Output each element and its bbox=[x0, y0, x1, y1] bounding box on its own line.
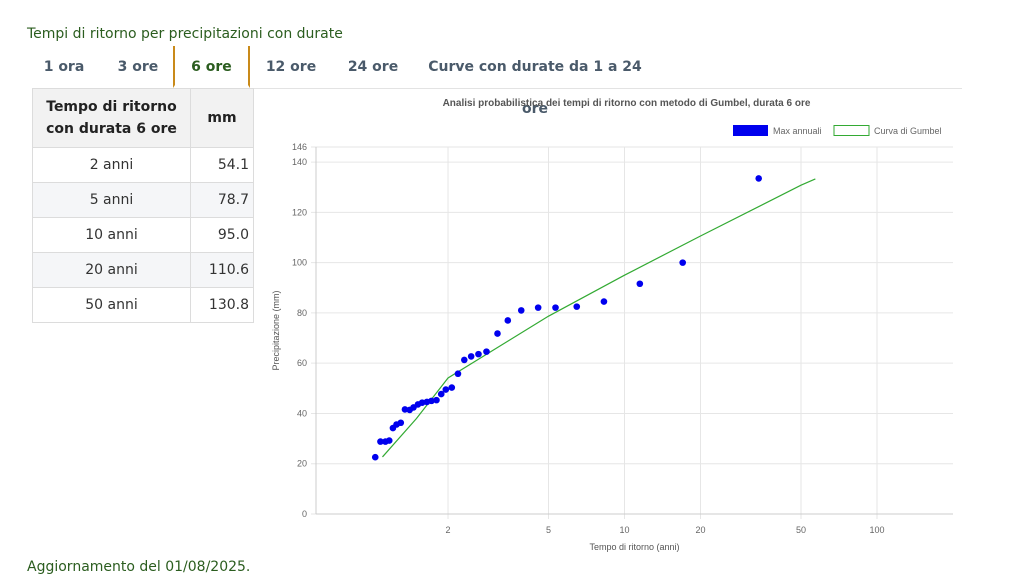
tab-curve-1-24-ore[interactable]: Curve con durate da 1 a 24 ore bbox=[428, 59, 642, 117]
legend-label-gumbel: Curva di Gumbel bbox=[874, 126, 942, 136]
max-annual-point bbox=[679, 259, 686, 266]
max-annual-point bbox=[475, 350, 482, 358]
tab-6-ore[interactable]: 6 ore bbox=[173, 46, 250, 88]
table-row: 10 anni 95.0 bbox=[32, 217, 254, 253]
x-tick-label: 100 bbox=[869, 525, 884, 535]
max-annual-point bbox=[467, 353, 475, 360]
row-value: 78.7 bbox=[190, 182, 254, 218]
table-header-mm: mm bbox=[190, 88, 254, 148]
section-title: Tempi di ritorno per precipitazioni con … bbox=[27, 26, 343, 42]
max-annual-point bbox=[600, 298, 608, 305]
max-annual-point bbox=[448, 384, 456, 391]
legend-swatch-gumbel bbox=[833, 125, 870, 136]
y-tick-label: 0 bbox=[302, 509, 307, 519]
x-tick-label: 5 bbox=[546, 525, 551, 535]
y-tick-label: 140 bbox=[292, 157, 307, 167]
max-annual-point bbox=[573, 303, 581, 310]
max-annual-point bbox=[385, 437, 393, 444]
y-tick-label: 60 bbox=[297, 358, 307, 368]
y-tick-label: 80 bbox=[297, 308, 307, 318]
row-label: 10 anni bbox=[32, 217, 191, 253]
table-row: 20 anni 110.6 bbox=[32, 252, 254, 288]
row-label: 2 anni bbox=[32, 147, 191, 183]
x-tick-label: 2 bbox=[446, 525, 451, 535]
tab-24-ore[interactable]: 24 ore bbox=[347, 59, 399, 75]
table-row: 50 anni 130.8 bbox=[32, 287, 254, 323]
tab-3-ore[interactable]: 3 ore bbox=[117, 59, 159, 75]
x-axis-label: Tempo di ritorno (anni) bbox=[589, 542, 679, 552]
x-tick-label: 10 bbox=[619, 525, 629, 535]
y-tick-label: 20 bbox=[297, 459, 307, 469]
max-annual-point bbox=[442, 386, 450, 393]
tab-12-ore[interactable]: 12 ore bbox=[265, 59, 317, 75]
row-label: 50 anni bbox=[32, 287, 191, 323]
y-tick-label: 40 bbox=[297, 408, 307, 418]
row-label: 20 anni bbox=[32, 252, 191, 288]
y-axis-label: Precipitazione (mm) bbox=[271, 290, 281, 370]
max-annual-point bbox=[755, 175, 762, 182]
max-annual-point bbox=[437, 390, 445, 398]
max-annual-point bbox=[371, 453, 379, 461]
table-row: 5 anni 78.7 bbox=[32, 182, 254, 218]
max-annual-point bbox=[494, 330, 501, 337]
gumbel-curve-line bbox=[382, 178, 816, 458]
y-tick-label: 100 bbox=[292, 258, 307, 268]
x-tick-label: 20 bbox=[696, 525, 706, 535]
gumbel-chart: Analisi probabilistica dei tempi di rito… bbox=[271, 98, 953, 552]
max-annual-point bbox=[428, 397, 435, 405]
return-time-table: Tempo di ritorno con durata 6 ore mm 2 a… bbox=[32, 88, 254, 323]
duration-tabs: 1 ora 3 ore 6 ore 12 ore 24 ore Curve co… bbox=[32, 46, 962, 117]
y-tick-label: 146 bbox=[292, 142, 307, 152]
max-annual-point bbox=[397, 419, 405, 427]
max-annual-point bbox=[504, 317, 512, 324]
y-tick-label: 120 bbox=[292, 207, 307, 217]
row-value: 54.1 bbox=[190, 147, 254, 183]
max-annual-point bbox=[534, 304, 542, 311]
max-annual-point bbox=[454, 370, 462, 378]
chart-title: Analisi probabilistica dei tempi di rito… bbox=[443, 98, 811, 109]
legend-label-max-annuali: Max annuali bbox=[773, 126, 822, 136]
row-label: 5 anni bbox=[32, 182, 191, 218]
max-annual-point bbox=[401, 406, 409, 413]
max-annual-point bbox=[433, 396, 440, 404]
max-annual-point bbox=[552, 304, 559, 311]
max-annual-point bbox=[517, 307, 525, 314]
row-value: 130.8 bbox=[190, 287, 254, 323]
table-header-return-time: Tempo di ritorno con durata 6 ore bbox=[32, 88, 191, 148]
x-tick-label: 50 bbox=[796, 525, 806, 535]
max-annual-point bbox=[460, 356, 468, 364]
legend-swatch-max-annuali bbox=[733, 125, 768, 136]
max-annual-point bbox=[636, 280, 644, 288]
row-value: 95.0 bbox=[190, 217, 254, 253]
update-note: Aggiornamento del 01/08/2025. bbox=[27, 559, 251, 575]
row-value: 110.6 bbox=[190, 252, 254, 288]
max-annual-point bbox=[377, 438, 384, 445]
table-row: 2 anni 54.1 bbox=[32, 147, 254, 183]
max-annual-point bbox=[483, 348, 490, 355]
tab-1-ora[interactable]: 1 ora bbox=[43, 59, 85, 75]
